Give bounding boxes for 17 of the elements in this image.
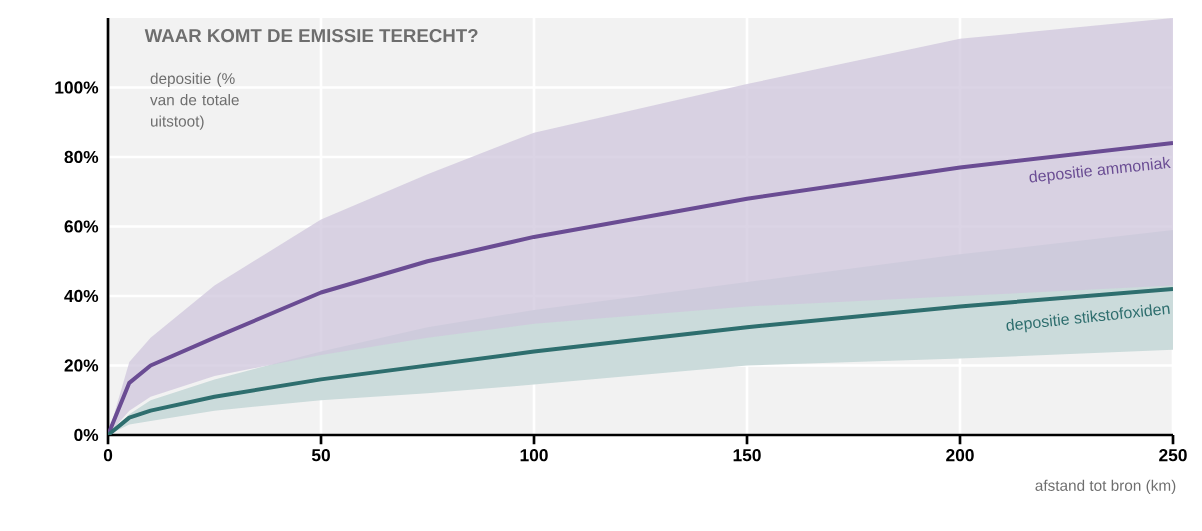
y-axis-title: depositie (% van de totale uitstoot) [150,72,239,130]
x-tick-label: 250 [1159,449,1187,462]
y-tick-label: 40% [64,289,99,303]
x-tick-label: 200 [946,449,974,462]
y-tick-label: 80% [64,150,99,164]
x-tick-label: 150 [733,449,761,462]
text: depositie ammoniak [1029,156,1171,184]
y-tick-label: 20% [64,359,99,372]
y-tick-label: 100% [55,81,99,94]
text: depositie stikstofoxiden [1006,304,1170,333]
y-tick-label: 0% [74,428,99,442]
y-tick-label: 60% [64,220,99,233]
x-tick-label: 100 [520,449,548,462]
chart-title: WAAR KOMT DE EMISSIE TERECHT? [144,28,478,43]
x-axis-title: afstand tot bron (km) [1035,479,1176,494]
x-tick-label: 0 [103,449,113,462]
x-tick-label: 50 [311,449,330,462]
